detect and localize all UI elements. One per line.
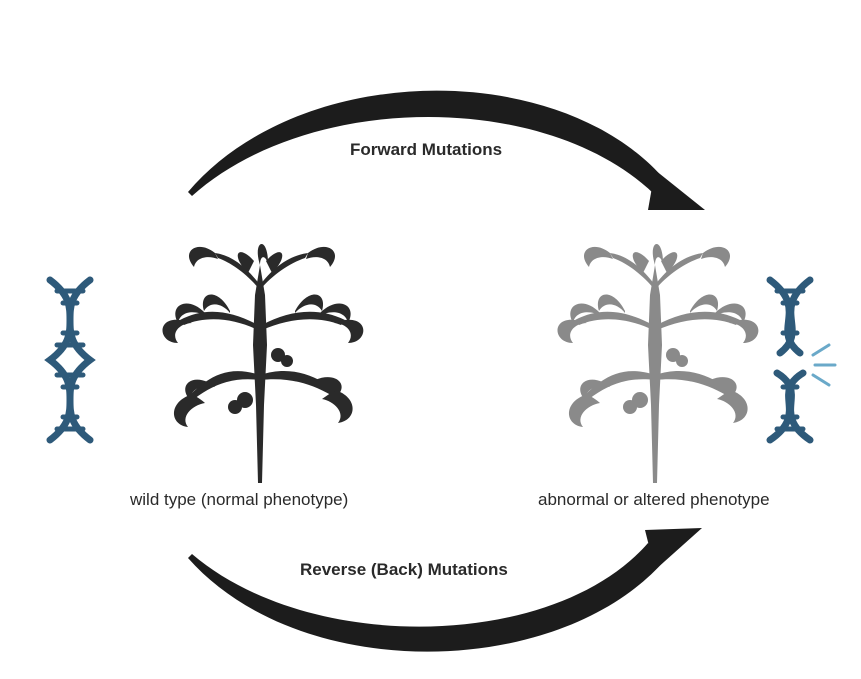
dna-intact-icon — [35, 275, 105, 445]
plant-altered-icon — [555, 225, 765, 485]
altered-label: abnormal or altered phenotype — [538, 490, 770, 510]
dna-broken-icon — [755, 275, 850, 445]
reverse-mutations-label: Reverse (Back) Mutations — [300, 560, 508, 580]
wild-type-label: wild type (normal phenotype) — [130, 490, 348, 510]
mutation-diagram: Forward Mutations Reverse (Back) Mutatio… — [0, 0, 861, 679]
plant-wild-type-icon — [160, 225, 370, 485]
